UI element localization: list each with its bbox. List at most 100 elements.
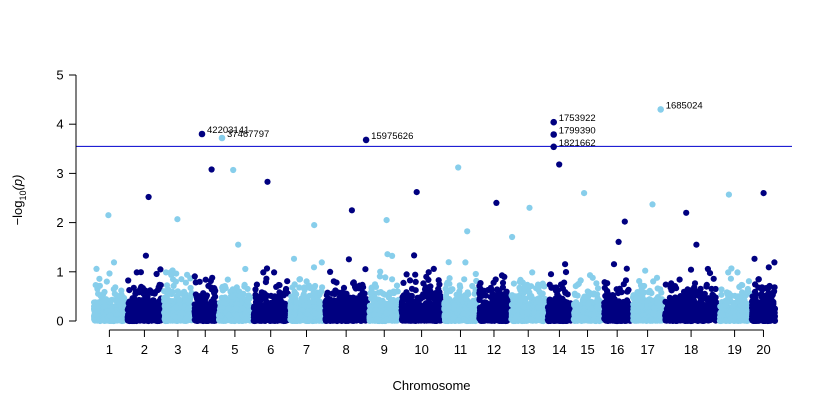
snp-point bbox=[472, 270, 479, 278]
snp-point bbox=[425, 316, 433, 323]
snp-point bbox=[497, 317, 504, 324]
snp-point bbox=[124, 317, 131, 324]
snp-point bbox=[297, 313, 304, 320]
snp-point bbox=[172, 314, 179, 321]
snp-point bbox=[408, 285, 416, 292]
chromosome-3-points bbox=[161, 216, 195, 325]
snp-point bbox=[241, 281, 248, 288]
snp-point bbox=[97, 292, 104, 300]
snp-point bbox=[201, 295, 208, 303]
snp-point bbox=[106, 270, 113, 277]
snp-point bbox=[382, 274, 389, 281]
snp-point bbox=[411, 252, 418, 259]
snp-point bbox=[430, 265, 437, 272]
snp-point bbox=[183, 315, 190, 322]
snp-point bbox=[455, 164, 462, 171]
snp-point bbox=[174, 216, 181, 223]
snp-point bbox=[390, 288, 397, 295]
snp-point bbox=[184, 271, 191, 278]
snp-point bbox=[288, 293, 295, 300]
snp-point bbox=[103, 278, 110, 285]
snp-point bbox=[205, 282, 212, 289]
snp-point bbox=[179, 289, 187, 296]
snp-point bbox=[465, 291, 472, 298]
snp-point bbox=[220, 299, 227, 306]
snp-point bbox=[456, 282, 463, 289]
snp-point bbox=[196, 278, 203, 285]
snp-point bbox=[303, 278, 310, 285]
snp-point bbox=[443, 294, 450, 301]
snp-point bbox=[267, 292, 275, 299]
snp-point bbox=[148, 289, 155, 296]
snp-point bbox=[264, 178, 271, 185]
snp-point bbox=[92, 311, 99, 318]
snp-point bbox=[216, 317, 223, 324]
chromosome-2-points bbox=[124, 193, 165, 325]
snp-point bbox=[271, 269, 278, 276]
snp-point bbox=[381, 300, 388, 307]
snp-point bbox=[235, 241, 242, 248]
snp-point bbox=[202, 276, 209, 283]
snp-point bbox=[119, 293, 126, 300]
snp-point bbox=[187, 284, 194, 292]
snp-point bbox=[312, 310, 319, 317]
snp-point bbox=[348, 207, 355, 214]
snp-point bbox=[322, 315, 329, 322]
snp-point bbox=[360, 311, 367, 318]
snp-point bbox=[276, 289, 283, 296]
snp-point bbox=[242, 265, 249, 273]
snp-point bbox=[260, 269, 267, 276]
snp-point bbox=[340, 284, 348, 291]
snp-point bbox=[361, 290, 368, 297]
snp-point bbox=[178, 276, 185, 283]
snp-point bbox=[233, 317, 240, 324]
snp-point bbox=[374, 316, 381, 323]
snp-point bbox=[421, 286, 429, 293]
snp-point bbox=[138, 297, 145, 304]
snp-point bbox=[330, 311, 337, 318]
snp-point bbox=[477, 280, 484, 287]
snp-point bbox=[461, 276, 468, 283]
snp-point bbox=[252, 291, 259, 298]
snp-point bbox=[408, 292, 415, 299]
snp-point bbox=[454, 296, 461, 303]
snp-point bbox=[390, 296, 397, 304]
snp-point bbox=[277, 306, 284, 313]
snp-point bbox=[316, 305, 323, 312]
snp-point bbox=[508, 233, 516, 241]
chromosome-11-points bbox=[441, 164, 480, 325]
snp-point bbox=[209, 313, 216, 320]
snp-point bbox=[195, 296, 202, 303]
snp-point bbox=[273, 283, 280, 290]
snp-point bbox=[257, 317, 265, 324]
snp-point bbox=[142, 287, 149, 294]
snp-point bbox=[353, 295, 360, 302]
snp-point bbox=[400, 292, 407, 299]
snp-point bbox=[427, 309, 434, 316]
snp-point bbox=[145, 315, 152, 322]
snp-point bbox=[293, 298, 300, 306]
snp-point bbox=[118, 311, 125, 318]
snp-point bbox=[420, 280, 427, 287]
snp-point bbox=[455, 317, 462, 324]
snp-point bbox=[476, 290, 483, 297]
snp-point bbox=[400, 279, 407, 286]
snp-point bbox=[105, 212, 112, 219]
snp-point bbox=[110, 259, 118, 266]
snp-point bbox=[494, 286, 501, 293]
snp-point bbox=[445, 303, 452, 310]
snp-point bbox=[96, 275, 103, 282]
chromosome-4-points bbox=[191, 166, 219, 325]
snp-point bbox=[186, 298, 193, 305]
snp-point bbox=[232, 305, 239, 312]
snp-point bbox=[445, 311, 452, 318]
snp-point bbox=[462, 317, 469, 324]
snp-point bbox=[210, 301, 217, 308]
snp-point bbox=[345, 256, 352, 263]
snp-point bbox=[347, 316, 354, 323]
snp-point bbox=[185, 305, 192, 312]
snp-point bbox=[242, 310, 249, 317]
snp-point bbox=[354, 304, 361, 311]
snp-point bbox=[227, 317, 234, 324]
snp-point bbox=[107, 312, 114, 319]
